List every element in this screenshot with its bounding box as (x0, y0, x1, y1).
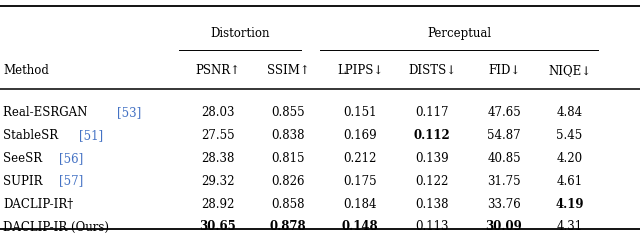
Text: 28.03: 28.03 (201, 106, 234, 119)
Text: 0.858: 0.858 (271, 197, 305, 211)
Text: 0.113: 0.113 (415, 220, 449, 234)
Text: [57]: [57] (59, 175, 83, 188)
Text: 0.826: 0.826 (271, 175, 305, 188)
Text: 0.117: 0.117 (415, 106, 449, 119)
Text: 0.815: 0.815 (271, 152, 305, 165)
Text: LPIPS↓: LPIPS↓ (337, 64, 383, 77)
Text: 29.32: 29.32 (201, 175, 234, 188)
Text: 4.19: 4.19 (556, 197, 584, 211)
Text: 27.55: 27.55 (201, 129, 234, 142)
Text: DISTS↓: DISTS↓ (408, 64, 456, 77)
Text: [51]: [51] (79, 129, 103, 142)
Text: 28.38: 28.38 (201, 152, 234, 165)
Text: 4.84: 4.84 (557, 106, 582, 119)
Text: 30.65: 30.65 (199, 220, 236, 234)
Text: 30.09: 30.09 (486, 220, 522, 234)
Text: 4.31: 4.31 (557, 220, 582, 234)
Text: 4.20: 4.20 (557, 152, 582, 165)
Text: 47.65: 47.65 (487, 106, 521, 119)
Text: 0.184: 0.184 (343, 197, 377, 211)
Text: 40.85: 40.85 (487, 152, 521, 165)
Text: DACLIP-IR (Ours): DACLIP-IR (Ours) (3, 220, 109, 234)
Text: 5.45: 5.45 (556, 129, 583, 142)
Text: SeeSR: SeeSR (3, 152, 46, 165)
Text: FID↓: FID↓ (488, 64, 520, 77)
Text: [53]: [53] (117, 106, 141, 119)
Text: Distortion: Distortion (211, 27, 269, 40)
Text: StableSR: StableSR (3, 129, 62, 142)
Text: 0.148: 0.148 (342, 220, 378, 234)
Text: 33.76: 33.76 (487, 197, 521, 211)
Text: PSNR↑: PSNR↑ (195, 64, 240, 77)
Text: 0.855: 0.855 (271, 106, 305, 119)
Text: 54.87: 54.87 (487, 129, 521, 142)
Text: 0.138: 0.138 (415, 197, 449, 211)
Text: 0.212: 0.212 (343, 152, 377, 165)
Text: 31.75: 31.75 (487, 175, 521, 188)
Text: DACLIP-IR†: DACLIP-IR† (3, 197, 74, 211)
Text: SUPIR: SUPIR (3, 175, 47, 188)
Text: 0.122: 0.122 (415, 175, 449, 188)
Text: NIQE↓: NIQE↓ (548, 64, 591, 77)
Text: Perceptual: Perceptual (427, 27, 492, 40)
Text: 0.175: 0.175 (343, 175, 377, 188)
Text: [56]: [56] (58, 152, 83, 165)
Text: 0.838: 0.838 (271, 129, 305, 142)
Text: 0.151: 0.151 (343, 106, 377, 119)
Text: SSIM↑: SSIM↑ (267, 64, 309, 77)
Text: 28.92: 28.92 (201, 197, 234, 211)
Text: 0.139: 0.139 (415, 152, 449, 165)
Text: 0.112: 0.112 (413, 129, 451, 142)
Text: Real-ESRGAN: Real-ESRGAN (3, 106, 92, 119)
Text: Method: Method (3, 64, 49, 77)
Text: 0.878: 0.878 (269, 220, 307, 234)
Text: 4.61: 4.61 (557, 175, 582, 188)
Text: 0.169: 0.169 (343, 129, 377, 142)
